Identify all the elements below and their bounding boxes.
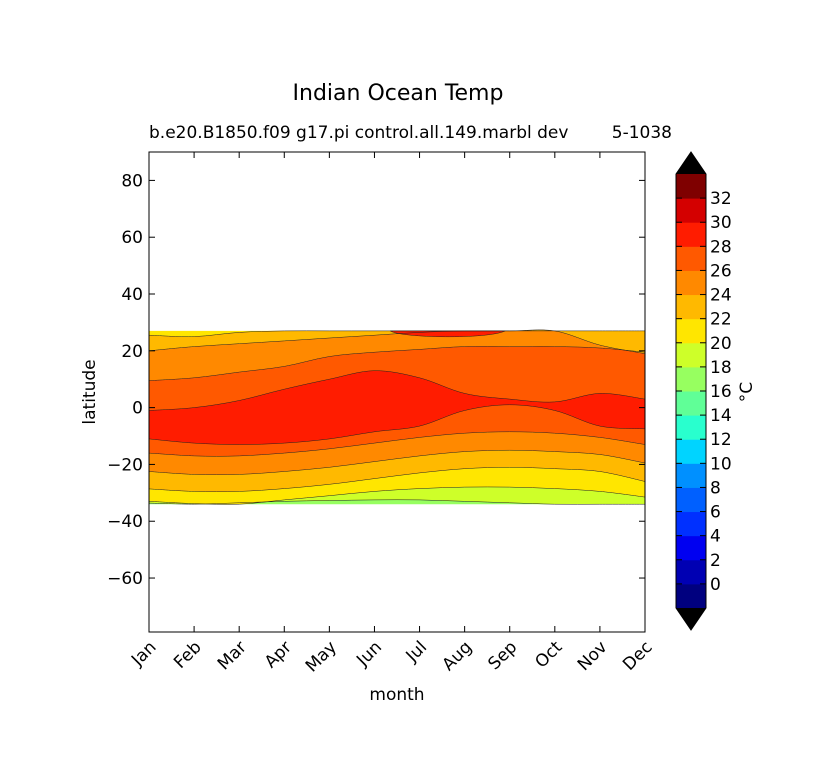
contour-line bbox=[149, 449, 645, 475]
contour-band bbox=[149, 450, 645, 492]
contour-line bbox=[149, 467, 645, 492]
y-tick-label: −60 bbox=[107, 569, 143, 589]
y-tick-label: 0 bbox=[132, 399, 143, 419]
colorbar-bin bbox=[676, 487, 706, 513]
colorbar-bin bbox=[676, 559, 706, 585]
colorbar-bin bbox=[676, 366, 706, 392]
colorbar-bin bbox=[676, 270, 706, 296]
colorbar-tick-label: 2 bbox=[710, 551, 721, 571]
colorbar-tick-label: 4 bbox=[710, 527, 721, 547]
colorbar-tick-label: 32 bbox=[710, 189, 732, 209]
x-tick-label: Dec bbox=[619, 637, 656, 674]
colorbar-tick-label: 8 bbox=[710, 478, 721, 498]
colorbar-tick-label: 22 bbox=[710, 310, 732, 330]
colorbar-bin bbox=[676, 222, 706, 247]
colorbar-bin bbox=[676, 439, 706, 464]
colorbar-bin bbox=[676, 318, 706, 344]
contour-band bbox=[149, 467, 645, 505]
y-tick-label: 80 bbox=[121, 171, 143, 191]
colorbar-tick-label: 12 bbox=[710, 430, 732, 450]
colorbar-extend-max bbox=[676, 152, 706, 174]
y-tick-label: −40 bbox=[107, 512, 143, 532]
x-tick-label: May bbox=[302, 637, 341, 676]
colorbar-bin bbox=[676, 198, 706, 223]
y-tick-label: 60 bbox=[121, 228, 143, 248]
y-axis: 80 60 40 20 0 −20 −40 −60 bbox=[107, 171, 645, 589]
colorbar-bin bbox=[676, 463, 706, 488]
colorbar-bin bbox=[676, 294, 706, 320]
colorbar-tick-label: 16 bbox=[710, 382, 732, 402]
warm-pool-region bbox=[149, 370, 645, 445]
chart-subtitle: b.e20.B1850.f09 g17.pi control.all.149.m… bbox=[149, 123, 568, 143]
contour-line bbox=[149, 330, 645, 337]
y-tick-label: 40 bbox=[121, 285, 143, 305]
contour-band bbox=[149, 431, 645, 475]
colorbar-tick-label: 30 bbox=[710, 213, 732, 233]
colorbar-bin bbox=[676, 246, 706, 271]
contour-line bbox=[149, 486, 645, 505]
colorbar-bin bbox=[676, 511, 706, 537]
x-axis-label: month bbox=[369, 685, 424, 705]
colorbar-bin bbox=[676, 342, 706, 368]
x-tick-label: Feb bbox=[170, 637, 205, 672]
plot-area bbox=[148, 151, 646, 633]
chart-subtitle-right: 5-1038 bbox=[612, 123, 672, 143]
colorbar-tick-label: 28 bbox=[710, 237, 732, 257]
contour-band bbox=[149, 329, 645, 354]
y-axis-label: latitude bbox=[80, 359, 100, 424]
colorbar-tick-label: 24 bbox=[710, 286, 732, 306]
y-tick-label: −20 bbox=[107, 455, 143, 475]
colorbar-tick-label: 20 bbox=[710, 334, 732, 354]
colorbar-bin bbox=[676, 174, 706, 199]
x-tick-label: Apr bbox=[261, 637, 296, 672]
colorbar-bin bbox=[676, 415, 706, 440]
chart-title: Indian Ocean Temp bbox=[293, 81, 504, 106]
x-tick-label: Sep bbox=[484, 637, 521, 674]
colorbar-tick-label: 10 bbox=[710, 454, 732, 474]
plot-frame bbox=[148, 151, 646, 633]
y-tick-label: 20 bbox=[121, 342, 143, 362]
colorbar-outline bbox=[675, 151, 707, 631]
colorbar-tick-label: 26 bbox=[710, 261, 732, 281]
contour-line bbox=[149, 431, 645, 457]
colorbar-bin bbox=[676, 583, 706, 609]
contour-band bbox=[149, 486, 645, 505]
colorbar-extend-min bbox=[676, 608, 706, 630]
x-tick-label: Aug bbox=[439, 637, 477, 675]
colorbar-tick-label: 14 bbox=[710, 406, 732, 426]
colorbar-bin bbox=[676, 391, 706, 416]
colorbar-tick-label: 18 bbox=[710, 358, 732, 378]
contour-line bbox=[149, 499, 645, 505]
x-tick-label: Jan bbox=[127, 637, 160, 670]
contour-band bbox=[149, 330, 645, 337]
contour-fills bbox=[149, 329, 645, 505]
x-tick-label: Jun bbox=[352, 637, 386, 671]
colorbar-bin bbox=[676, 535, 706, 561]
x-tick-label: Nov bbox=[574, 637, 612, 675]
contour-line bbox=[149, 329, 645, 354]
colorbar-tick-label: 0 bbox=[710, 575, 721, 595]
colorbar-tick-label: 6 bbox=[710, 503, 721, 523]
x-tick-label: Jul bbox=[402, 637, 431, 666]
x-tick-label: Mar bbox=[214, 637, 251, 674]
x-tick-label: Oct bbox=[531, 637, 566, 672]
colorbar-label: °C bbox=[737, 382, 757, 402]
contour-line bbox=[149, 346, 645, 381]
